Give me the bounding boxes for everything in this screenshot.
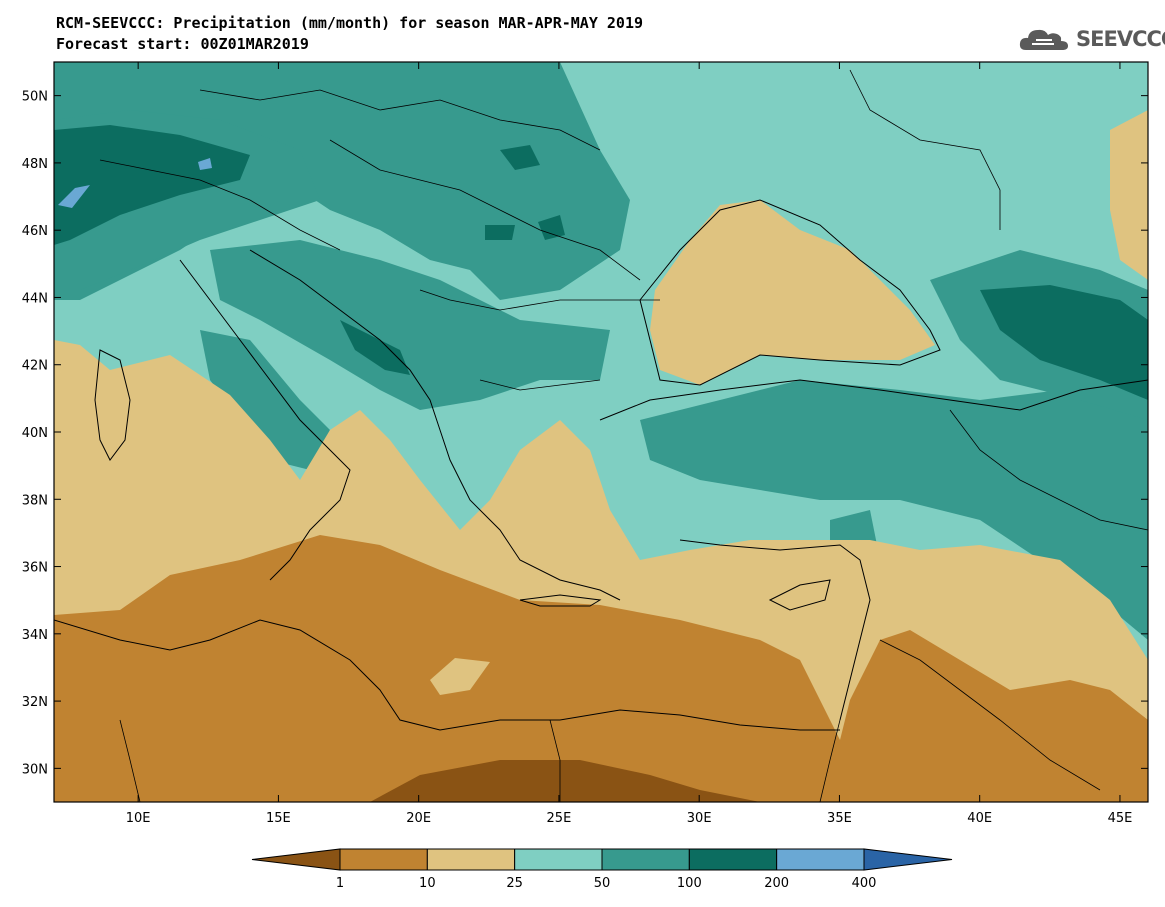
colorbar-level-label: 1	[336, 876, 344, 891]
lat-tick-label: 32N	[22, 695, 48, 710]
logo-text: SEEVCCC	[1076, 27, 1165, 51]
colorbar-level-label: 50	[594, 876, 611, 891]
colorbar-level-label: 100	[677, 876, 702, 891]
lon-tick-label: 25E	[547, 811, 572, 826]
contour-200-400-alps	[58, 158, 212, 208]
lat-tick-label: 44N	[22, 291, 48, 306]
colorbar-swatch	[426, 848, 516, 871]
colorbar-level-label: 10	[419, 876, 436, 891]
lon-tick-label: 45E	[1108, 811, 1133, 826]
lon-tick-label: 35E	[827, 811, 852, 826]
lon-tick-label: 10E	[126, 811, 151, 826]
lon-tick-label: 20E	[406, 811, 431, 826]
contour-10-25-east	[1110, 110, 1148, 280]
colorbar-level-label: 200	[764, 876, 789, 891]
lon-tick-label: 40E	[967, 811, 992, 826]
latitude-axis: 50N 48N 46N 44N 42N 40N 38N 36N 34N 32N 30N	[22, 90, 1148, 777]
contour-10-25-libya-patch	[430, 658, 490, 695]
colorbar-legend: 1 10 25 50 100 200 400	[251, 848, 953, 891]
lat-tick-label: 30N	[22, 762, 48, 777]
forecast-start-label: Forecast start: 00Z01MAR2019	[56, 35, 309, 53]
lat-tick-label: 38N	[22, 493, 48, 508]
contour-100-200-alps	[54, 125, 250, 245]
contour-50-100-balkan	[210, 240, 610, 410]
contour-50-100-italy	[200, 330, 330, 470]
cloud-icon	[1019, 29, 1068, 50]
colorbar-swatch	[776, 848, 865, 871]
contour-100-200-carpathian-b	[485, 215, 565, 240]
borders	[99, 69, 1148, 802]
colorbar-swatch	[601, 848, 690, 871]
contour-100-200-adriatic	[340, 320, 410, 375]
colorbar-level-label: 400	[852, 876, 877, 891]
contour-below-1	[370, 760, 760, 802]
lon-tick-label: 30E	[687, 811, 712, 826]
longitude-axis: 10E 15E 20E 25E 30E 35E 40E 45E	[126, 62, 1133, 826]
lat-tick-label: 34N	[22, 628, 48, 643]
colorbar-min-triangle	[251, 848, 341, 871]
lat-tick-label: 46N	[22, 224, 48, 239]
seevccc-logo: SEEVCCC	[1018, 24, 1165, 54]
colorbar-swatch	[514, 848, 603, 871]
map-area	[54, 62, 1148, 802]
lat-tick-label: 50N	[22, 90, 48, 105]
contour-50-100-anatolia	[640, 360, 1148, 640]
lat-tick-label: 40N	[22, 426, 48, 441]
colorbar-level-label: 25	[506, 876, 523, 891]
colorbar-max-triangle	[863, 848, 953, 871]
map-title: RCM-SEEVCCC: Precipitation (mm/month) fo…	[56, 14, 643, 32]
contour-100-200-caucasus	[980, 285, 1148, 400]
coastlines	[54, 199, 1148, 731]
lat-tick-label: 36N	[22, 561, 48, 576]
lat-tick-label: 42N	[22, 359, 48, 374]
contour-10-25-black-sea	[650, 200, 935, 385]
colorbar-swatch	[339, 848, 428, 871]
contour-1-10-africa	[54, 535, 1148, 802]
contour-100-200-carpathian	[500, 145, 540, 170]
lat-tick-label: 48N	[22, 157, 48, 172]
lon-tick-label: 15E	[266, 811, 291, 826]
colorbar-swatch	[688, 848, 778, 871]
